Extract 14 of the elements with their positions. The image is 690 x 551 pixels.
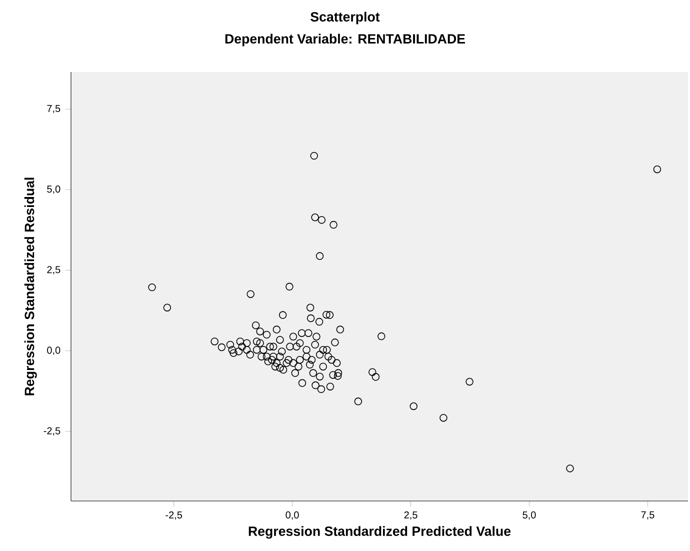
y-tick-label: -2,5	[44, 427, 60, 436]
y-tick-label: 5,0	[47, 186, 60, 194]
chart-subtitle: Dependent Variable: RENTABILIDADE	[225, 34, 465, 46]
y-tick-label: 2,5	[47, 266, 60, 274]
chart-title: Scatterplot	[310, 12, 380, 24]
x-tick-label: -2,5	[166, 511, 182, 520]
x-tick-label: 0,0	[286, 511, 299, 520]
x-tick-label: 7,5	[641, 511, 654, 520]
x-tick-label: 5,0	[522, 511, 536, 520]
y-tick-label: 7,5	[47, 104, 60, 114]
x-axis-title: Regression Standardized Predicted Value	[248, 526, 511, 539]
y-tick-label: 0,0	[47, 346, 60, 355]
x-tick-label: 2,5	[404, 511, 418, 520]
y-axis-title: Regression Standardized Residual	[24, 178, 37, 396]
